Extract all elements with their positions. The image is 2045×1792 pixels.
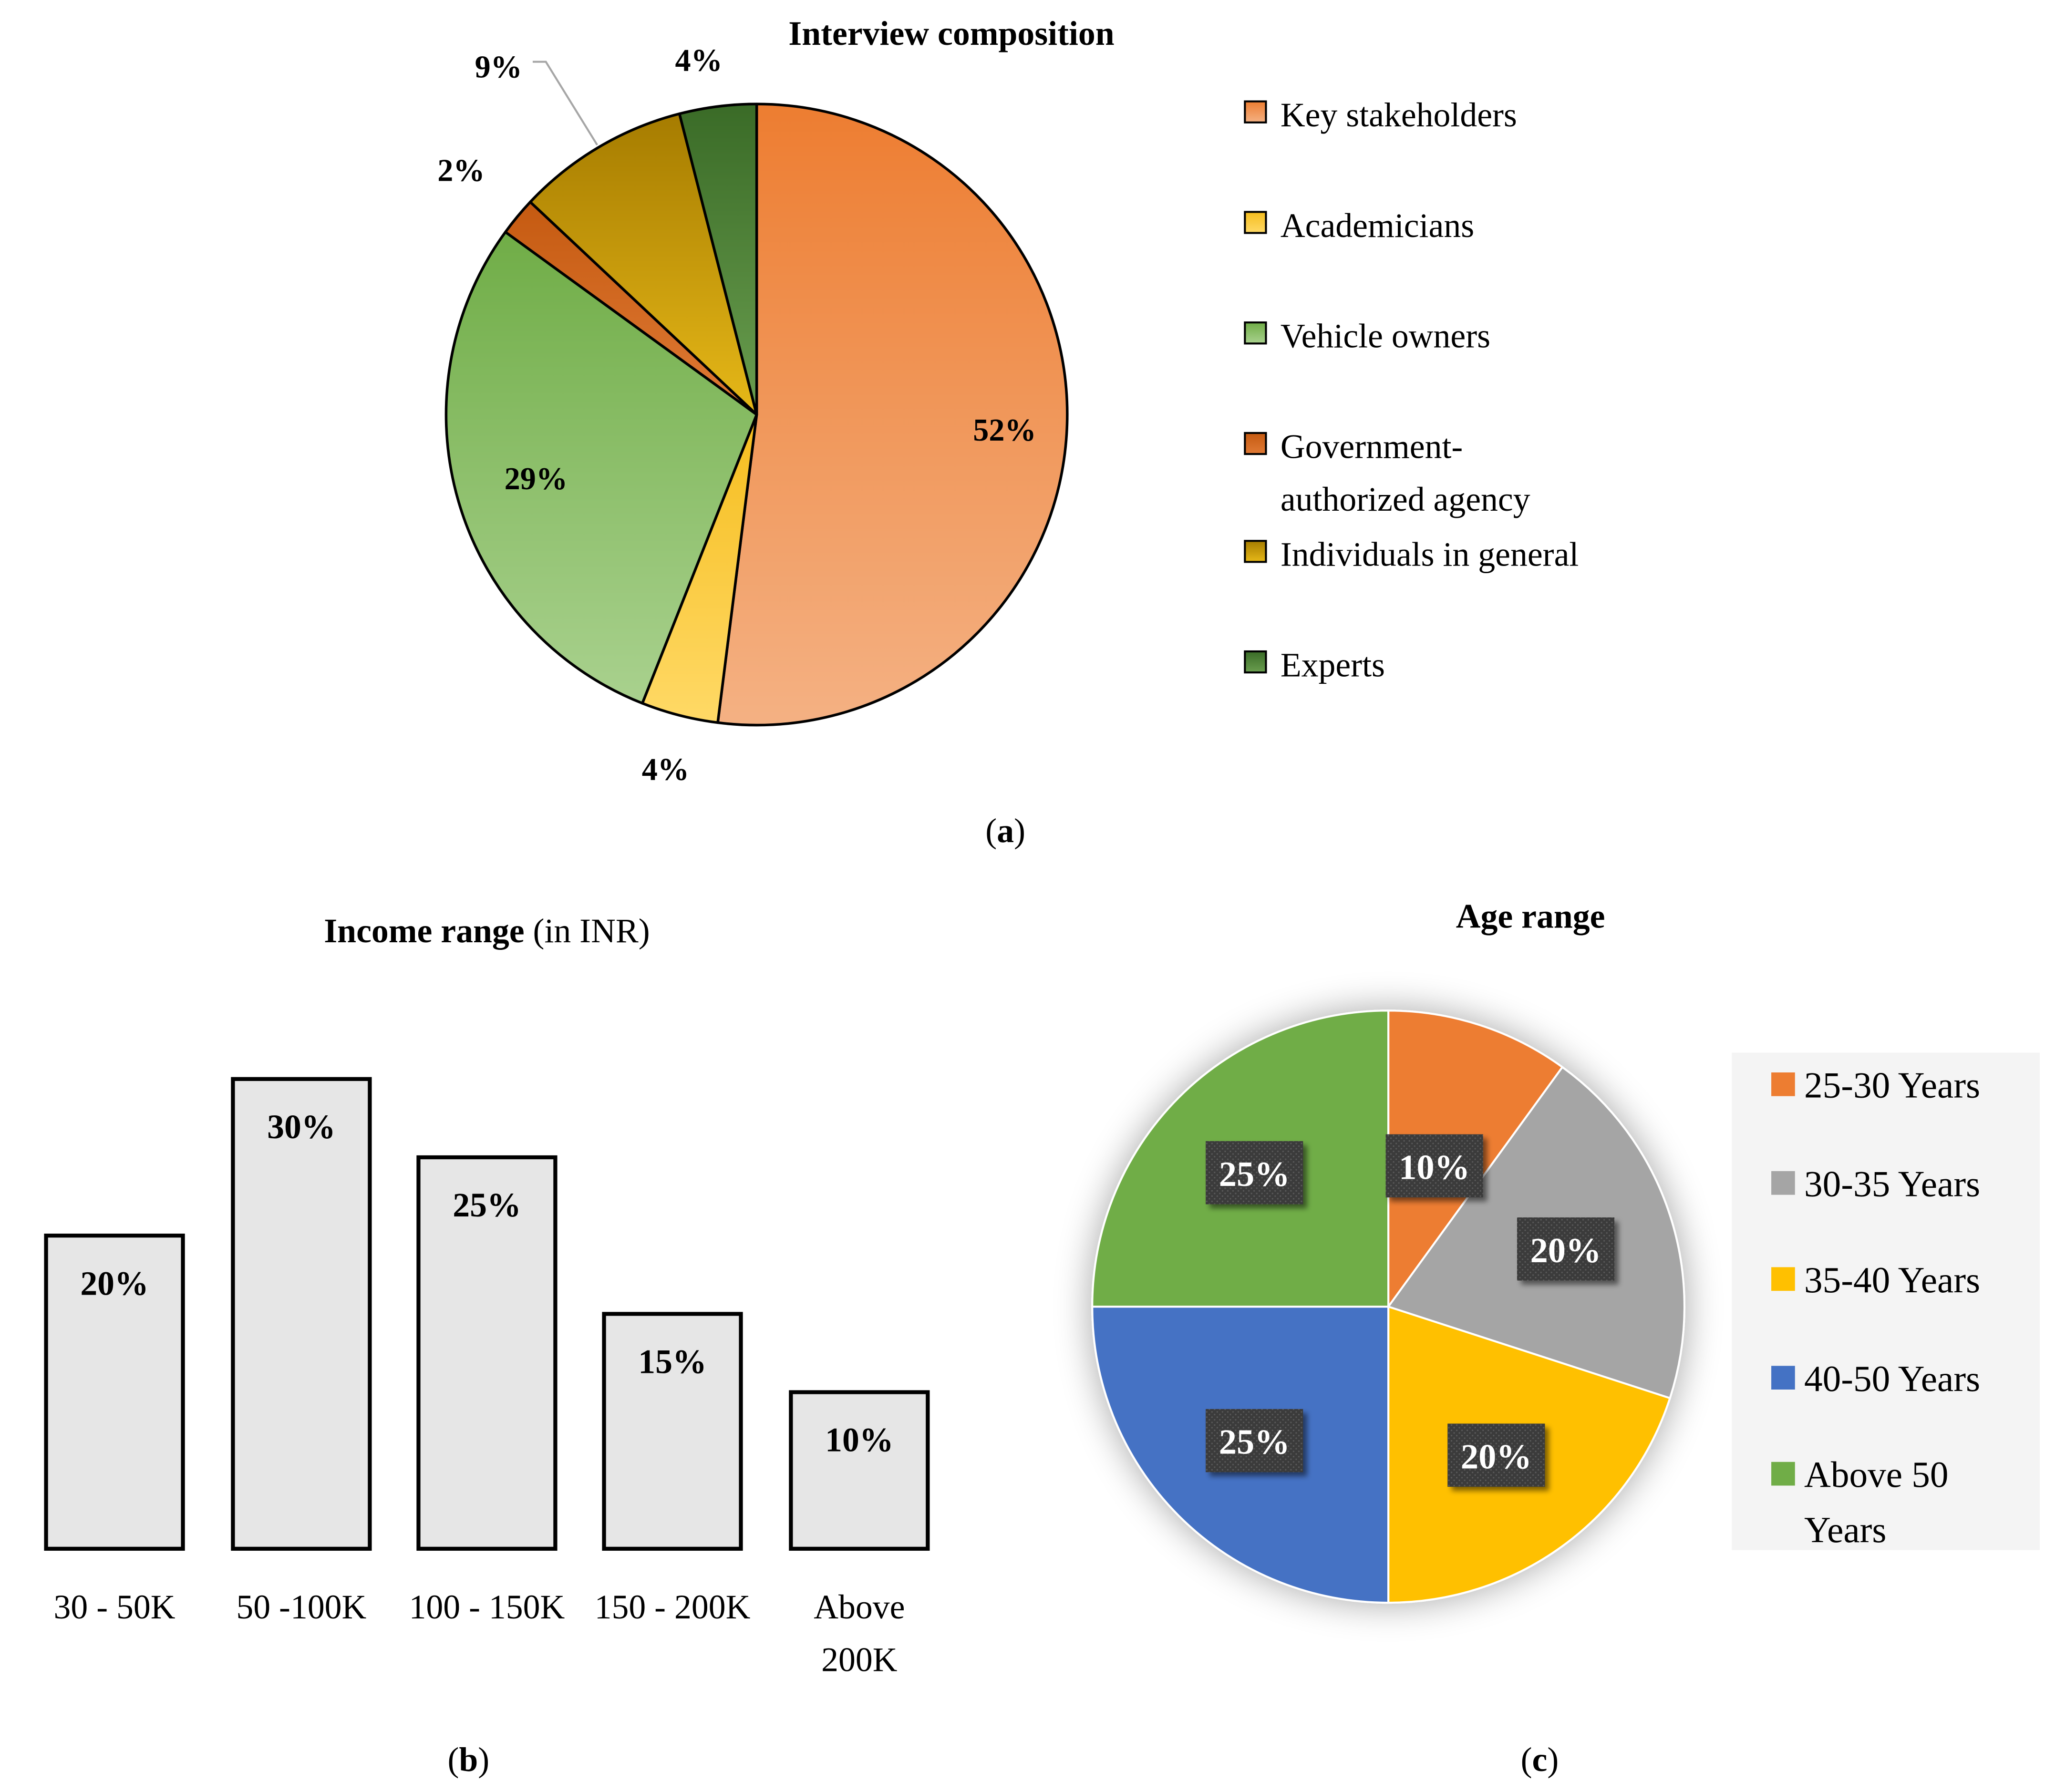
pie-slice-vehicle-owners xyxy=(444,230,758,705)
x-tick-label: 50 -100K xyxy=(236,1588,366,1626)
data-label-government-authorized-agency: 2% xyxy=(437,154,485,188)
legend-label: Above 50 xyxy=(1804,1454,1949,1495)
pie-slices xyxy=(1053,980,1724,1638)
panel-letter: a xyxy=(997,812,1014,850)
data-label-academicians: 4% xyxy=(642,752,689,787)
legend-label: Government- xyxy=(1281,427,1463,465)
data-label-35-40-years: 20% xyxy=(1447,1423,1545,1487)
data-label-box xyxy=(1517,1217,1615,1281)
legend-label: Individuals in general xyxy=(1281,536,1579,574)
age-range-chart: Age range 10% 20% 20% 25% 25% 25-30 Years 30-… xyxy=(1053,897,2040,1779)
bar-data-label: 15% xyxy=(638,1343,706,1381)
panel-letter: c xyxy=(1532,1741,1547,1779)
bar-above-200k xyxy=(789,1390,930,1551)
bar-100-150k xyxy=(416,1155,558,1551)
legend-swatch-key-stakeholders xyxy=(1244,100,1267,124)
data-label-box xyxy=(1385,1134,1483,1198)
data-label-box xyxy=(1206,1141,1303,1205)
data-label-text: 20% xyxy=(1461,1437,1532,1476)
legend-swatch-25-30-years xyxy=(1771,1072,1795,1096)
legend-label: 35-40 Years xyxy=(1804,1259,1980,1300)
data-label-25-30-years: 10% xyxy=(1385,1134,1483,1198)
data-label-vehicle-owners: 29% xyxy=(505,462,568,496)
data-label-experts: 4% xyxy=(675,43,723,78)
legend: Key stakeholders Academicians Vehicle owne… xyxy=(1244,96,1579,684)
panel-letter: b xyxy=(459,1741,478,1779)
legend-swatch-35-40-years xyxy=(1771,1267,1795,1291)
legend-swatch-30-35-years xyxy=(1771,1171,1795,1195)
data-label-box xyxy=(1447,1423,1545,1487)
chart-title-bold: Income range xyxy=(324,912,524,950)
chart-title: Age range xyxy=(1456,897,1605,935)
legend-label: 40-50 Years xyxy=(1804,1358,1980,1399)
leader-line xyxy=(532,61,598,146)
data-label-individuals-in-general: 9% xyxy=(475,50,522,85)
legend-swatch-academicians xyxy=(1244,211,1267,234)
panel-label: (a) xyxy=(985,812,1025,850)
income-range-chart: Income range (in INR) 20% 30% 25% 15% 10% 30… xyxy=(44,912,930,1779)
x-tick-label: 100 - 150K xyxy=(409,1588,565,1626)
interview-composition-chart: Interview composition 52% 4% 29% 2% 9% 4% Key… xyxy=(437,14,1579,850)
pie-data-labels: 52% 4% 29% 2% 9% 4% xyxy=(437,43,1036,787)
legend-label: Years xyxy=(1804,1509,1886,1550)
data-label-key-stakeholders: 52% xyxy=(973,413,1036,448)
data-label-box xyxy=(1206,1409,1303,1473)
data-label-text: 25% xyxy=(1219,1423,1290,1462)
data-label-text: 20% xyxy=(1530,1231,1601,1270)
x-tick-labels: 30 - 50K 50 -100K 100 - 150K 150 - 200K Abov… xyxy=(54,1588,905,1679)
x-tick-label: 200K xyxy=(821,1641,898,1679)
pie xyxy=(1091,1009,1685,1604)
bar-data-label: 25% xyxy=(453,1186,521,1224)
chart-title: Income range (in INR) xyxy=(324,912,650,950)
legend-label: Key stakeholders xyxy=(1281,96,1517,134)
legend: 25-30 Years 30-35 Years 35-40 Years 40-50 Y… xyxy=(1732,1052,2040,1550)
bar-data-label: 20% xyxy=(80,1264,148,1302)
bar-50-100k xyxy=(231,1077,372,1551)
legend-swatch-vehicle-owners xyxy=(1244,321,1267,345)
x-tick-label: 150 - 200K xyxy=(595,1588,751,1626)
pie-slice-key-stakeholders xyxy=(716,103,1069,727)
legend-swatch-above-50-years xyxy=(1771,1462,1795,1486)
bar-30-50k xyxy=(44,1234,185,1551)
data-label-above-50-years: 25% xyxy=(1206,1141,1303,1205)
legend-label: authorized agency xyxy=(1281,480,1530,518)
bar-150-200k xyxy=(602,1312,743,1551)
legend-swatch-40-50-years xyxy=(1771,1366,1795,1390)
x-tick-label: 30 - 50K xyxy=(54,1588,176,1626)
pie-data-labels: 10% 20% 20% 25% 25% xyxy=(1206,1134,1615,1487)
data-label-text: 25% xyxy=(1219,1155,1290,1194)
bars: 20% 30% 25% 15% 10% xyxy=(44,1077,930,1551)
legend-swatch-individuals-in-general xyxy=(1244,540,1267,563)
chart-title-unit: (in INR) xyxy=(525,912,650,950)
chart-title: Interview composition xyxy=(788,14,1114,52)
data-label-40-50-years: 25% xyxy=(1206,1409,1303,1473)
bar-data-label: 30% xyxy=(267,1108,335,1146)
panel-label: (c) xyxy=(1521,1741,1559,1779)
data-label-text: 10% xyxy=(1399,1148,1470,1187)
legend-label: 30-35 Years xyxy=(1804,1163,1980,1204)
legend-swatch-experts xyxy=(1244,650,1267,674)
x-tick-label: Above xyxy=(814,1588,905,1626)
pie-slice-individuals-in-general xyxy=(529,112,758,416)
pie-slice-experts xyxy=(678,103,758,416)
legend-label: Academicians xyxy=(1281,206,1474,245)
legend-label: Vehicle owners xyxy=(1281,317,1490,355)
legend-label: 25-30 Years xyxy=(1804,1064,1980,1105)
pie-slices xyxy=(444,103,1069,727)
panel-label: (b) xyxy=(447,1741,489,1779)
legend-swatch-government-authorized-agency xyxy=(1244,432,1267,455)
bar-data-label: 10% xyxy=(825,1421,893,1459)
data-label-30-35-years: 20% xyxy=(1517,1217,1615,1281)
legend-label: Experts xyxy=(1281,646,1385,684)
